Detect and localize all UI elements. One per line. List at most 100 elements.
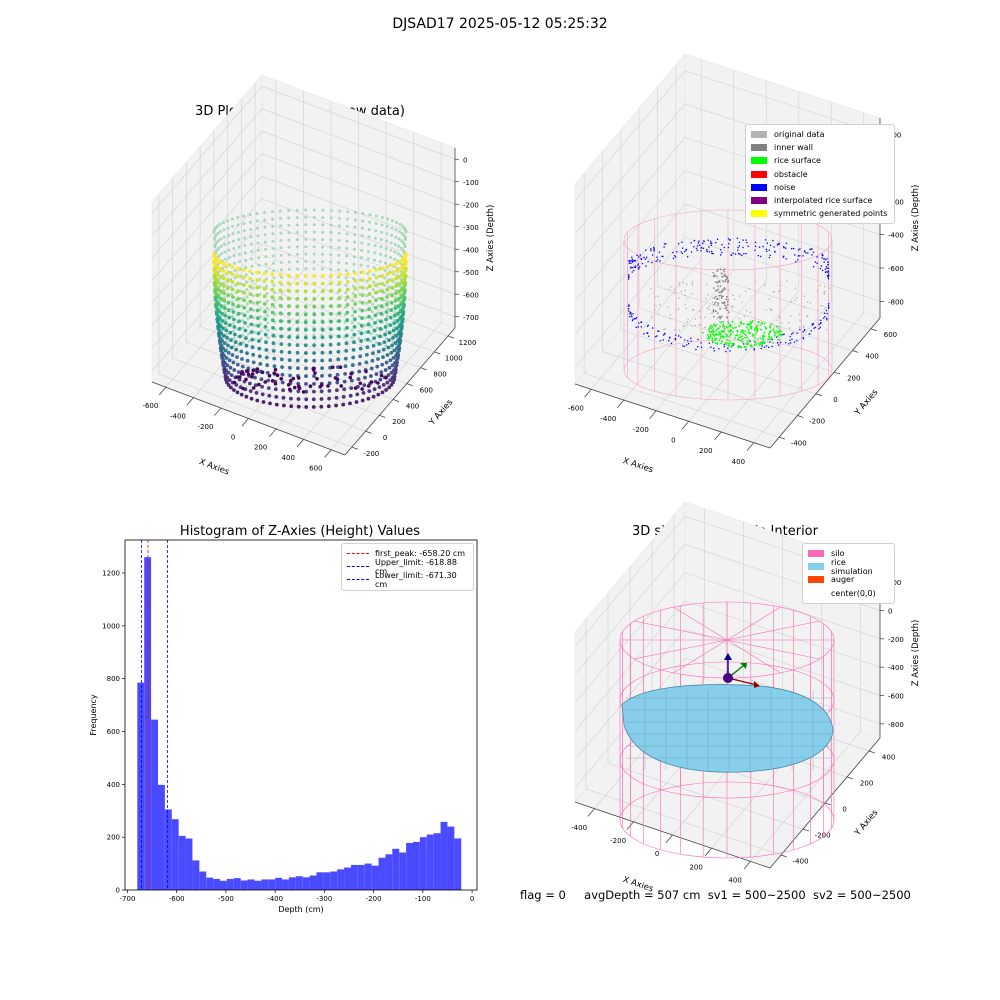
- noise-point: [711, 253, 712, 254]
- noise-point: [658, 331, 659, 332]
- rice-surface-point: [719, 326, 721, 328]
- data-point: [394, 304, 397, 307]
- data-point: [256, 301, 260, 305]
- tick-mark: [682, 421, 689, 429]
- data-point: [382, 348, 386, 352]
- data-point: [263, 279, 267, 283]
- inner-wall-point: [720, 269, 721, 270]
- data-point: [237, 319, 241, 323]
- noise-point: [743, 343, 744, 344]
- data-point: [288, 239, 291, 242]
- data-point: [264, 248, 267, 251]
- data-point: [361, 234, 364, 237]
- rice-surface-point: [752, 320, 754, 322]
- legend-label: noise: [774, 183, 795, 192]
- data-point: [321, 289, 325, 293]
- noise-point: [665, 243, 666, 244]
- rice-surface-point: [727, 327, 729, 329]
- rice-surface-point: [779, 330, 781, 332]
- data-point: [321, 223, 324, 226]
- data-point: [321, 216, 324, 219]
- data-point: [289, 404, 293, 408]
- rice-surface-point: [729, 340, 731, 342]
- data-point: [338, 217, 341, 220]
- data-point: [245, 273, 248, 276]
- data-point: [244, 251, 247, 254]
- noise-point: [647, 333, 648, 334]
- original-point: [786, 280, 787, 281]
- noise-point: [628, 278, 629, 279]
- data-point: [287, 383, 291, 387]
- noise-point: [639, 266, 640, 267]
- inner-wall-point: [716, 271, 717, 272]
- data-point: [304, 367, 308, 371]
- noise-point: [827, 275, 828, 276]
- noise-point: [772, 240, 773, 241]
- rice-surface-point: [728, 343, 730, 345]
- original-point: [778, 328, 779, 329]
- data-point: [222, 221, 225, 224]
- data-point: [223, 243, 226, 246]
- data-point: [351, 307, 354, 310]
- data-point: [240, 372, 244, 376]
- data-point: [374, 276, 378, 280]
- x-tick-label: -200: [366, 895, 382, 903]
- data-point: [381, 216, 384, 219]
- noise-point: [813, 323, 814, 324]
- original-point: [795, 288, 796, 289]
- data-point: [245, 395, 249, 399]
- original-point: [799, 314, 800, 315]
- tick-mark: [834, 372, 840, 374]
- data-point: [391, 336, 395, 340]
- legend-item: obstacle: [751, 168, 889, 181]
- data-point: [374, 237, 377, 240]
- data-point: [272, 254, 275, 257]
- data-point: [255, 293, 259, 297]
- x-tick-label: 400: [728, 877, 741, 885]
- noise-point: [638, 263, 639, 264]
- data-point: [390, 371, 394, 375]
- data-point: [393, 318, 396, 321]
- original-point: [803, 326, 804, 327]
- data-point: [304, 209, 307, 212]
- legend-swatch: [751, 197, 767, 204]
- noise-point: [735, 253, 736, 254]
- original-point: [741, 301, 742, 302]
- noise-point: [635, 260, 636, 261]
- data-point: [288, 351, 292, 355]
- data-point: [226, 286, 230, 290]
- data-point: [359, 339, 363, 343]
- data-point: [389, 256, 392, 259]
- noise-point: [663, 334, 664, 335]
- original-point: [824, 286, 825, 287]
- data-point: [274, 387, 278, 391]
- original-point: [705, 317, 706, 318]
- rice-surface-point: [738, 339, 740, 341]
- data-point: [312, 290, 316, 294]
- data-point: [237, 238, 240, 241]
- data-point: [213, 281, 217, 285]
- noise-point: [688, 343, 689, 344]
- data-point: [354, 287, 358, 291]
- inner-wall-point: [721, 297, 722, 298]
- noise-point: [707, 251, 708, 252]
- rice-surface-point: [762, 336, 764, 338]
- noise-point: [648, 261, 649, 262]
- noise-point: [769, 341, 770, 342]
- data-point: [304, 320, 308, 324]
- rice-surface-point: [708, 338, 710, 340]
- rice-surface-point: [729, 331, 731, 333]
- data-point: [287, 320, 291, 324]
- data-point: [238, 260, 241, 263]
- data-point: [364, 370, 368, 374]
- rice-surface-point: [738, 347, 740, 349]
- data-point: [378, 335, 382, 339]
- data-point: [237, 231, 240, 234]
- original-point: [780, 285, 781, 286]
- data-point: [353, 310, 357, 314]
- histogram-bar: [372, 866, 379, 890]
- original-point: [774, 326, 775, 327]
- x-tick-label: -200: [633, 426, 649, 434]
- data-point: [261, 393, 265, 397]
- data-point: [349, 386, 353, 390]
